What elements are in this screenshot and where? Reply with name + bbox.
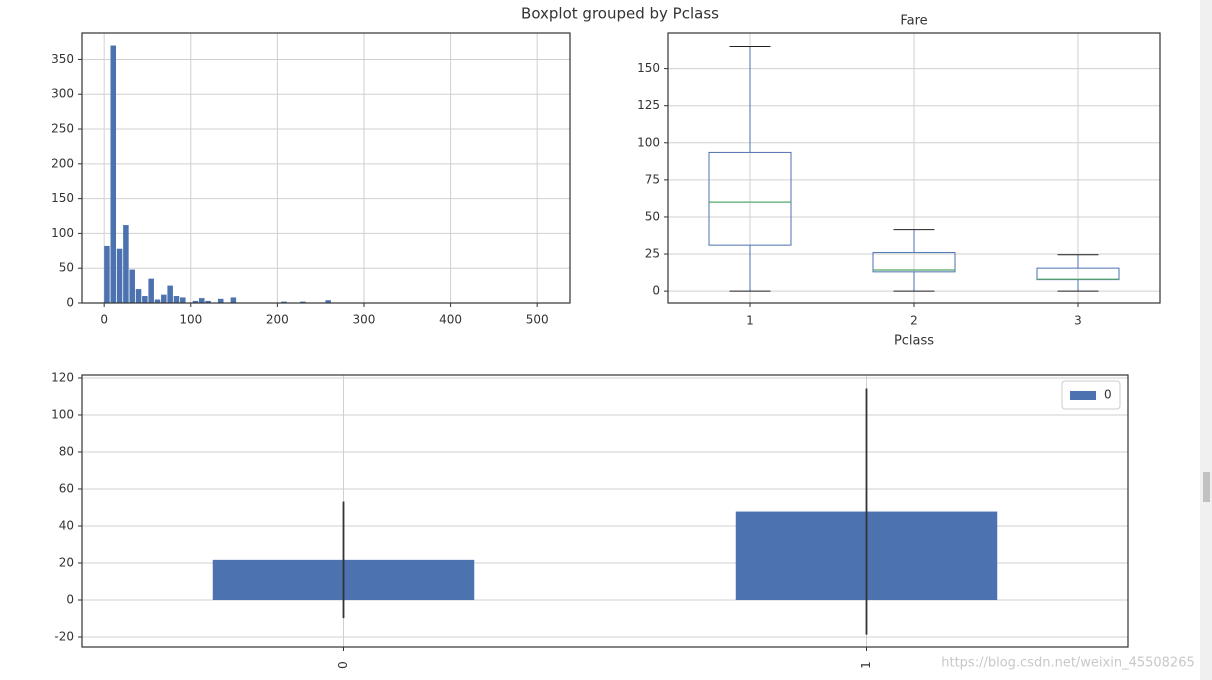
histogram-bar	[230, 297, 237, 303]
histogram-bar	[198, 298, 205, 303]
scrollbar-thumb[interactable]	[1203, 472, 1210, 502]
axes-frame	[667, 32, 1161, 304]
x-tick-label: 300	[353, 313, 376, 327]
y-tick-label: 250	[51, 122, 74, 136]
histogram-bar	[300, 301, 306, 303]
y-tick-label: 40	[59, 518, 74, 532]
histogram-bar	[148, 278, 154, 303]
x-tick-label: 500	[526, 313, 549, 327]
histogram-bar	[116, 248, 123, 303]
histogram-bar	[180, 297, 186, 303]
y-tick-label: 80	[59, 444, 74, 458]
y-tick-label: 100	[51, 226, 74, 240]
y-tick-label: 200	[51, 156, 74, 170]
histogram-bar	[104, 245, 110, 303]
y-tick-label: 0	[66, 296, 74, 310]
y-tick-label: 350	[51, 52, 74, 66]
histogram-bar	[123, 225, 129, 303]
y-tick-label: 100	[637, 135, 660, 149]
histogram-bar	[192, 300, 199, 303]
legend-swatch	[1070, 391, 1096, 400]
y-tick-label: 0	[66, 593, 74, 607]
y-tick-label: -20	[54, 630, 74, 644]
x-tick-label: 2	[910, 314, 918, 328]
x-tick-label: 0	[336, 661, 350, 669]
histogram-bar	[217, 298, 224, 303]
x-tick-label: 3	[1074, 314, 1082, 328]
x-tick-label: 0	[100, 313, 108, 327]
y-tick-label: 150	[51, 191, 74, 205]
box	[708, 151, 792, 246]
y-tick-label: 75	[645, 172, 660, 186]
x-tick-label: 400	[439, 313, 462, 327]
histogram-bar	[129, 269, 135, 303]
x-tick-label: 1	[746, 314, 754, 328]
histogram-bar	[205, 300, 211, 303]
y-tick-label: 150	[637, 61, 660, 75]
x-tick-label: 1	[859, 661, 873, 669]
histogram-bar	[173, 296, 180, 303]
scrollbar[interactable]	[1200, 0, 1212, 680]
figure-title: Boxplot grouped by Pclass	[521, 5, 719, 23]
histogram-bar	[110, 45, 117, 304]
x-tick-label: 100	[179, 313, 202, 327]
x-axis-label: Pclass	[894, 334, 934, 349]
axes-frame	[81, 374, 1129, 648]
y-tick-label: 100	[51, 407, 74, 421]
y-tick-label: 300	[51, 87, 74, 101]
y-tick-label: 125	[637, 98, 660, 112]
chart-title: Fare	[900, 14, 927, 29]
y-tick-label: 50	[645, 209, 660, 223]
histogram-bar	[325, 300, 331, 303]
y-tick-label: 120	[51, 370, 74, 384]
histogram-bar	[142, 296, 148, 303]
axes-frame	[81, 32, 571, 304]
histogram-bar	[281, 301, 287, 303]
x-tick-label: 200	[266, 313, 289, 327]
box	[872, 252, 956, 273]
y-tick-label: 20	[59, 555, 74, 569]
y-tick-label: 25	[645, 247, 660, 261]
y-tick-label: 60	[59, 481, 74, 495]
histogram-bar	[167, 285, 173, 303]
histogram-bar	[135, 289, 142, 303]
histogram-bar	[161, 294, 167, 303]
legend-label: 0	[1104, 388, 1112, 402]
y-tick-label: 50	[59, 261, 74, 275]
histogram-bar	[154, 299, 161, 303]
watermark: https://blog.csdn.net/weixin_45508265	[941, 656, 1195, 671]
y-tick-label: 0	[652, 284, 660, 298]
